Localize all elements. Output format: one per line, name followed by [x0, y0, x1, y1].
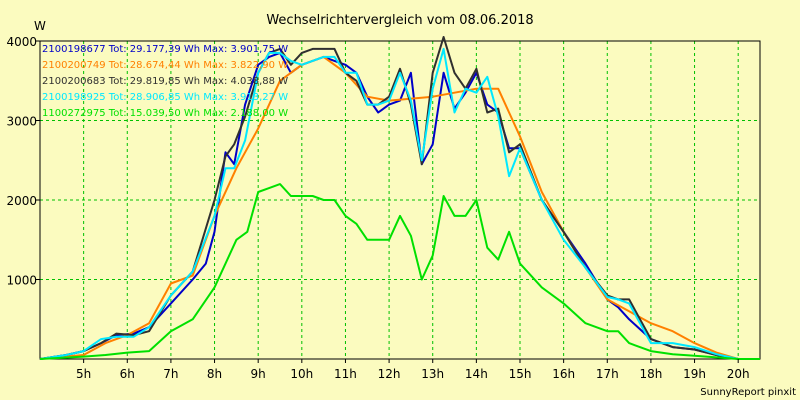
x-tick-label: 9h — [251, 367, 266, 381]
x-tick-label: 10h — [290, 367, 313, 381]
x-tick-label: 15h — [509, 367, 532, 381]
x-tick-label: 7h — [163, 367, 178, 381]
x-tick-label: 17h — [596, 367, 619, 381]
chart-title: Wechselrichtervergleich vom 08.06.2018 — [266, 13, 533, 28]
x-tick-label: 19h — [683, 367, 706, 381]
footer-credit: SunnyReport pinxit — [700, 387, 796, 398]
x-tick-label: 8h — [207, 367, 222, 381]
series-lines — [39, 36, 760, 360]
x-tick-label: 5h — [76, 367, 91, 381]
legend-entry-1: 2100198677 Tot: 29.177,39 Wh Max: 3.901,… — [42, 44, 288, 55]
legend: 2100198677 Tot: 29.177,39 Wh Max: 3.901,… — [42, 44, 288, 119]
legend-entry-3: 2100200683 Tot: 29.819,85 Wh Max: 4.038,… — [42, 76, 288, 87]
x-tick-label: 20h — [727, 367, 750, 381]
x-tick-label: 14h — [465, 367, 488, 381]
axis-ticks: 5h 6h 7h 8h 9h 10h 11h 12h 13h 14h 15h 16h 17h 18h 19h… — [6, 35, 749, 381]
x-tick-label: 16h — [552, 367, 575, 381]
legend-entry-4: 2100198925 Tot: 28.906,85 Wh Max: 3.913,… — [42, 92, 288, 103]
y-tick-label: 4000 — [6, 35, 37, 49]
y-tick-label: 2000 — [6, 194, 37, 208]
x-tick-label: 6h — [120, 367, 135, 381]
gridlines — [40, 40, 760, 359]
series-line-4 — [39, 47, 760, 360]
series-line-5 — [39, 183, 760, 360]
y-axis-unit-label: W — [34, 19, 46, 33]
legend-entry-5: 1100272975 Tot: 15.039,50 Wh Max: 2.188,… — [42, 108, 288, 119]
x-tick-label: 18h — [639, 367, 662, 381]
legend-entry-2: 2100200749 Tot: 28.674,44 Wh Max: 3.822,… — [42, 60, 288, 71]
x-tick-label: 11h — [334, 367, 357, 381]
x-tick-label: 13h — [421, 367, 444, 381]
x-tick-label: 12h — [378, 367, 401, 381]
y-tick-label: 3000 — [6, 115, 37, 129]
y-tick-label: 1000 — [6, 274, 37, 288]
